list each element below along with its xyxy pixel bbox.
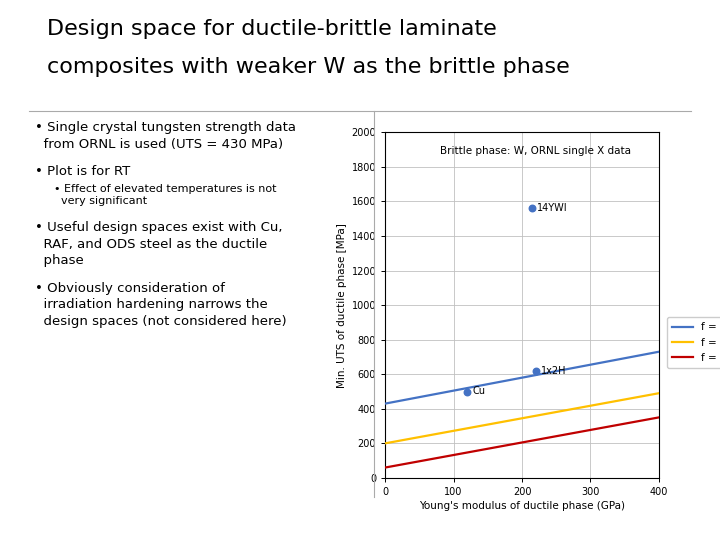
Y-axis label: Min. UTS of ductile phase [MPa]: Min. UTS of ductile phase [MPa] [338,222,347,388]
Point [462,387,473,396]
Text: • Obviously consideration of
  irradiation hardening narrows the
  design spaces: • Obviously consideration of irradiation… [35,282,286,328]
X-axis label: Young's modulus of ductile phase (GPa): Young's modulus of ductile phase (GPa) [419,501,625,511]
Text: • Useful design spaces exist with Cu,
  RAF, and ODS steel as the ductile
  phas: • Useful design spaces exist with Cu, RA… [35,221,282,267]
Legend: f = 0.5, f = 0.7, f = 0.9: f = 0.5, f = 0.7, f = 0.9 [667,317,720,368]
Text: Design space for ductile-brittle laminate: Design space for ductile-brittle laminat… [47,19,497,39]
Point [526,204,538,213]
Text: Cu: Cu [472,387,485,396]
Text: 14YWI: 14YWI [537,204,567,213]
Text: composites with weaker W as the brittle phase: composites with weaker W as the brittle … [47,57,570,77]
Text: Brittle phase: W, ORNL single X data: Brittle phase: W, ORNL single X data [440,146,631,156]
Point [530,367,541,375]
Text: • Effect of elevated temperatures is not
  very significant: • Effect of elevated temperatures is not… [54,184,276,206]
Text: • Plot is for RT: • Plot is for RT [35,165,130,178]
Text: 1x2H: 1x2H [541,366,566,376]
Text: • Single crystal tungsten strength data
  from ORNL is used (UTS = 430 MPa): • Single crystal tungsten strength data … [35,122,296,151]
